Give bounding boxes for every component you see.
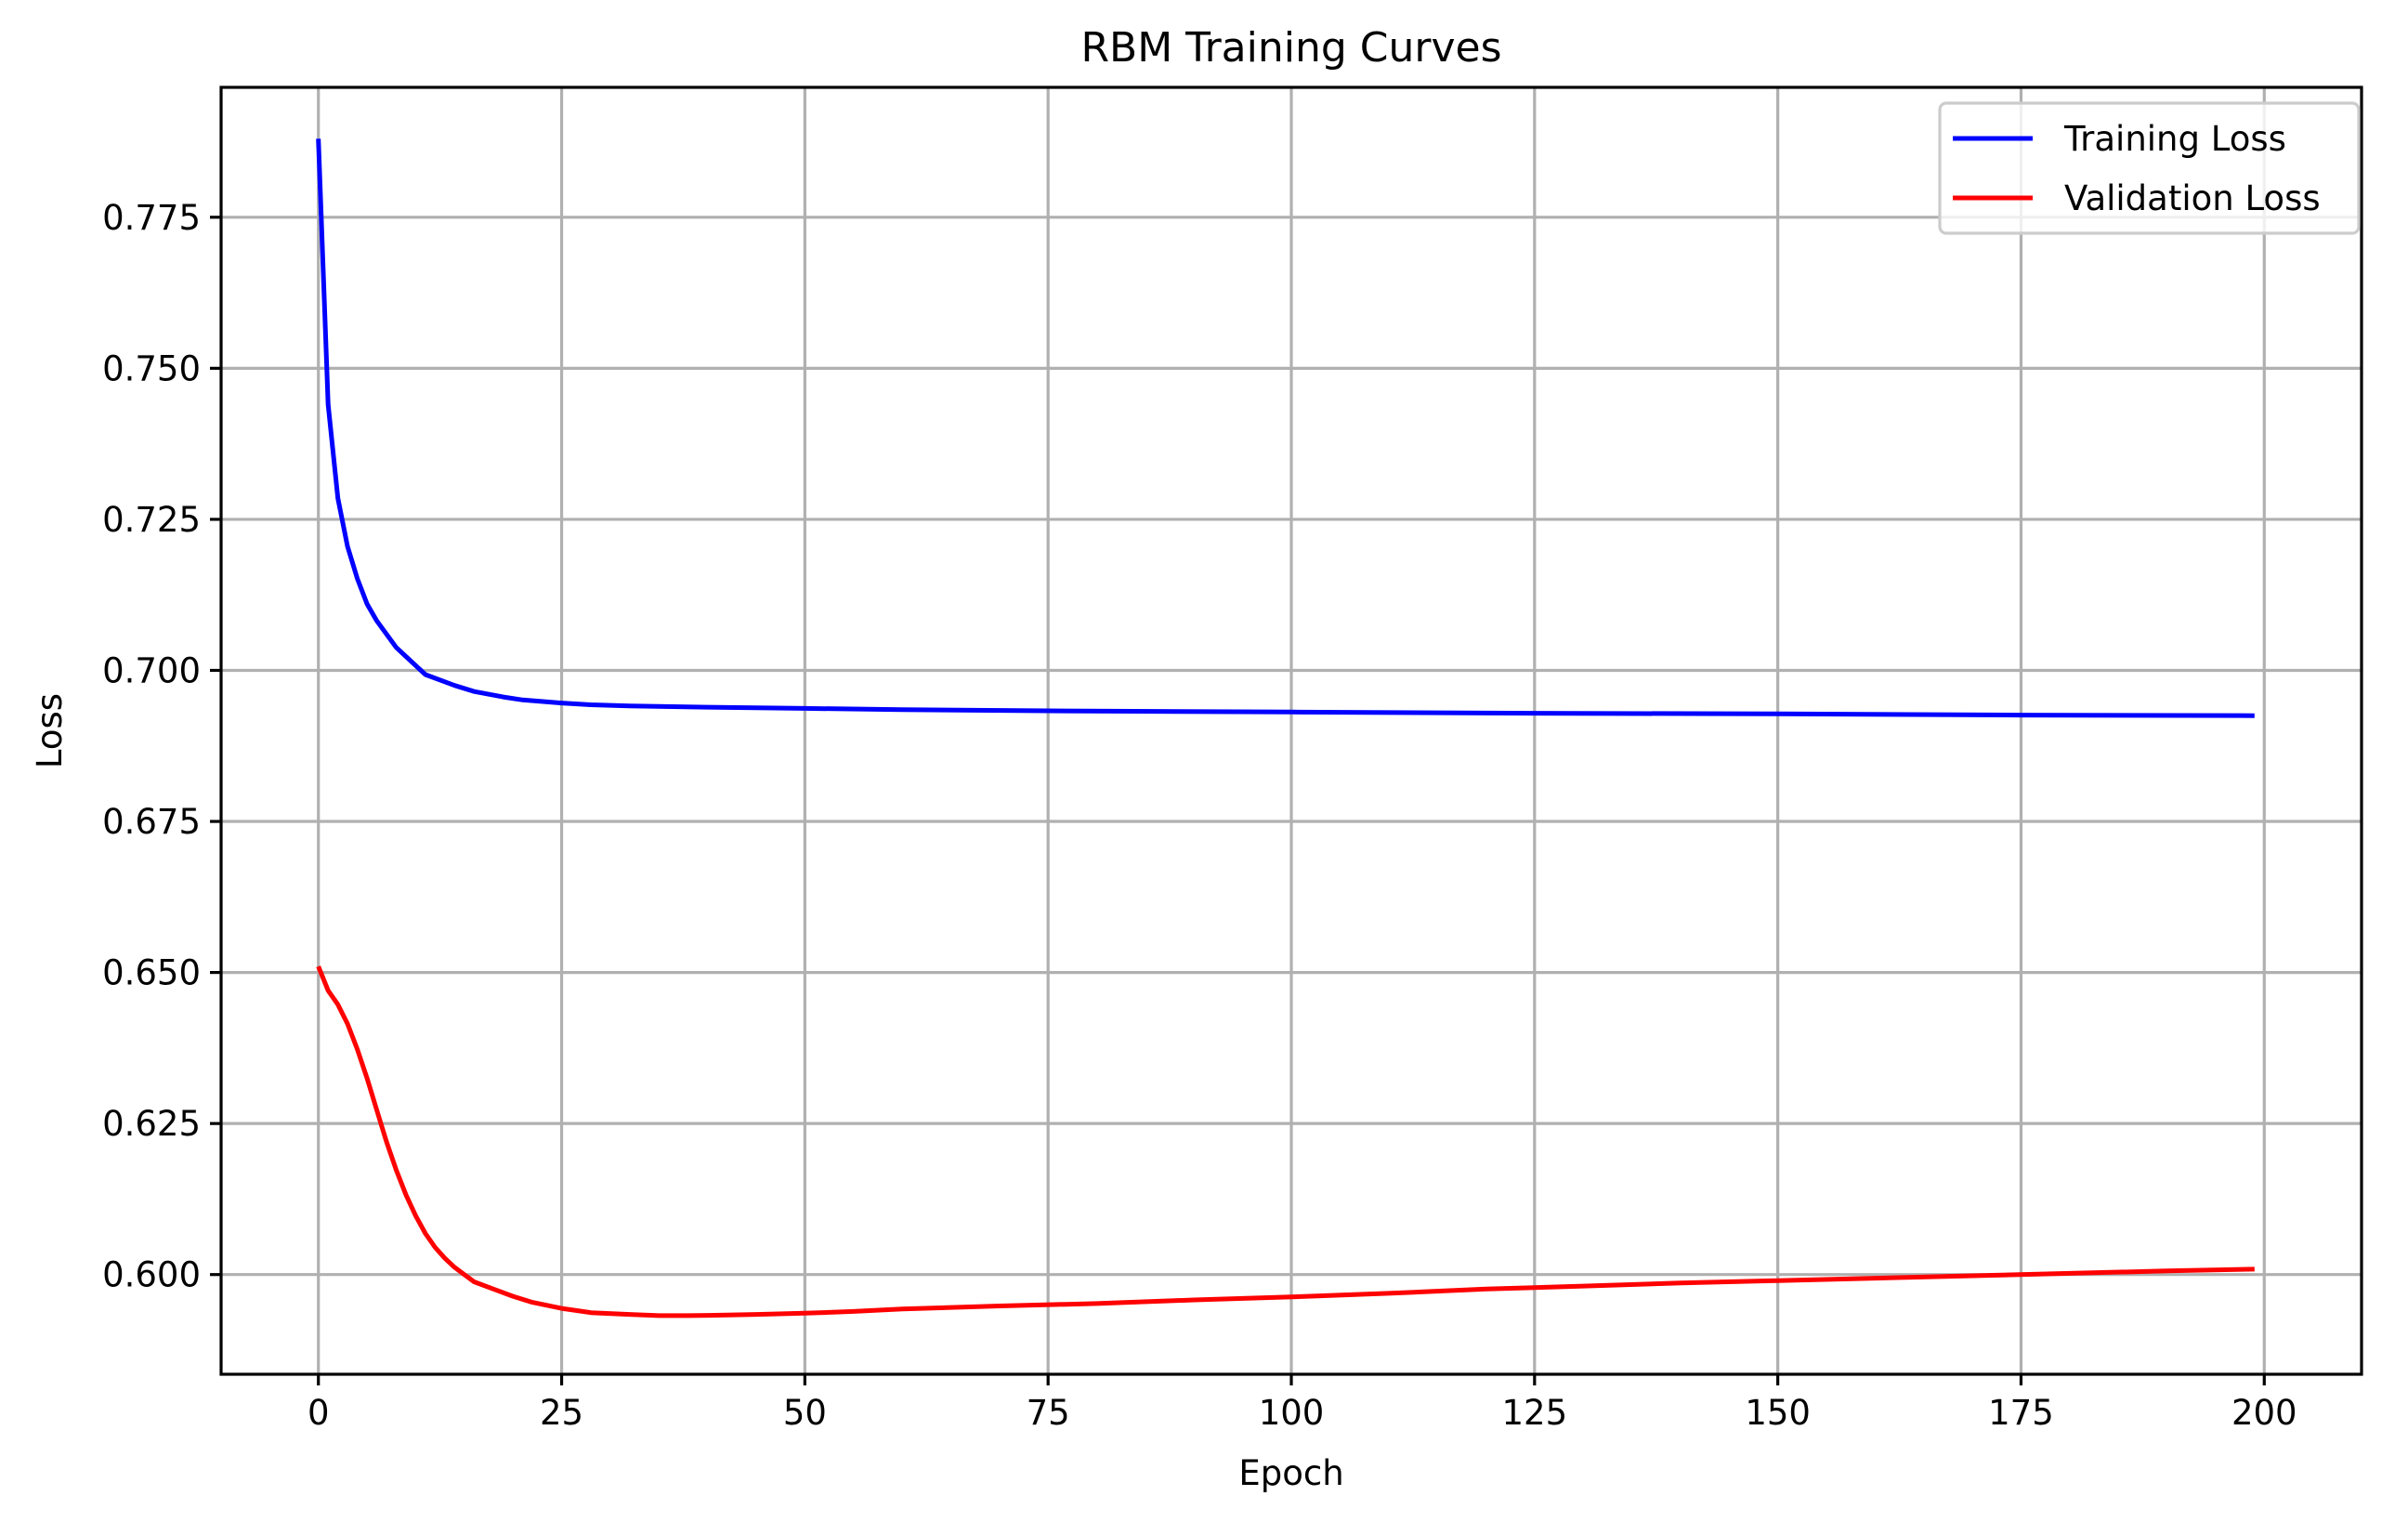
x-tick-label: 125	[1502, 1393, 1568, 1433]
y-tick-label: 0.750	[102, 348, 201, 388]
x-tick-label: 200	[2231, 1393, 2297, 1433]
x-tick-label: 175	[1988, 1393, 2054, 1433]
x-tick-label: 75	[1027, 1393, 1070, 1433]
x-tick-label: 150	[1745, 1393, 1811, 1433]
legend-label: Validation Loss	[2064, 178, 2321, 218]
y-tick-label: 0.700	[102, 650, 201, 690]
y-tick-label: 0.600	[102, 1255, 201, 1295]
legend-box	[1938, 101, 2361, 235]
x-tick-label: 100	[1259, 1393, 1325, 1433]
legend: Training Loss Validation Loss	[1938, 101, 2361, 235]
x-tick-label: 25	[540, 1393, 583, 1433]
y-tick-label: 0.675	[102, 802, 201, 842]
series-layer	[316, 138, 2255, 1319]
y-tick-label: 0.725	[102, 500, 201, 540]
x-tick-label: 50	[783, 1393, 827, 1433]
legend-label: Training Loss	[2063, 119, 2286, 159]
series-line-validation-loss	[316, 965, 2255, 1319]
axis-ticks: 0 25 50 75 100 125 150 175 200 0.600 0.625 0.650 0.6…	[102, 198, 2297, 1433]
series-line-training-loss	[316, 138, 2255, 718]
y-tick-label: 0.650	[102, 953, 201, 993]
y-tick-label: 0.625	[102, 1104, 201, 1144]
x-tick-label: 0	[308, 1393, 330, 1433]
chart-title: RBM Training Curves	[1080, 24, 1501, 72]
y-tick-label: 0.775	[102, 198, 201, 238]
y-axis-label: Loss	[30, 693, 70, 768]
grid	[221, 87, 2362, 1374]
x-axis-label: Epoch	[1238, 1453, 1343, 1493]
